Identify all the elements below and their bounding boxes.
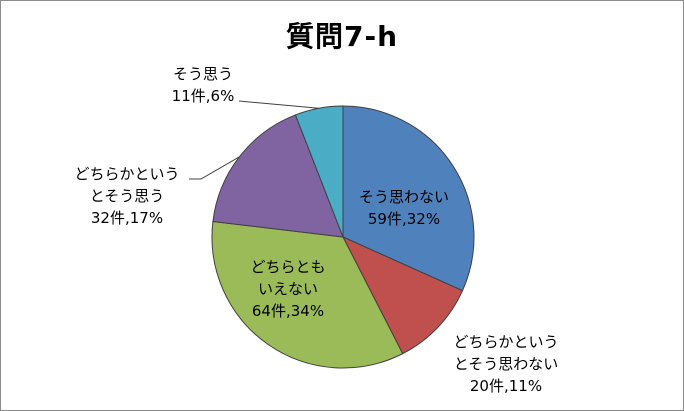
- slice-label-sou-omowanai: そう思わない 59件,32%: [358, 188, 449, 228]
- pie-slice-dochiraka-sou-omou: [212, 114, 344, 238]
- slice-label-sou-omou: そう思う 11件,6%: [171, 65, 235, 105]
- pie-slice-dochiratomo-ienai: [211, 220, 404, 369]
- pie-slice-dochiraka-sou-omowanai: [341, 235, 464, 355]
- slice-label-dochiratomo-ienai: どちらとも いえない 64件,34%: [250, 258, 326, 320]
- pie-slice-sou-omou: [294, 105, 344, 238]
- chart-title: 質問7-h: [285, 20, 399, 53]
- leader-line-sou-omou: [238, 100, 319, 109]
- leader-line-dochiraka-sou-omou: [189, 156, 240, 180]
- slice-label-dochiraka-sou-omowanai: どちらかという とそう思わない 20件,11%: [453, 333, 559, 395]
- slice-label-dochiraka-sou-omou: どちらかという とそう思う 32件,17%: [74, 165, 180, 227]
- pie-slice-sou-omowanai: [342, 105, 475, 292]
